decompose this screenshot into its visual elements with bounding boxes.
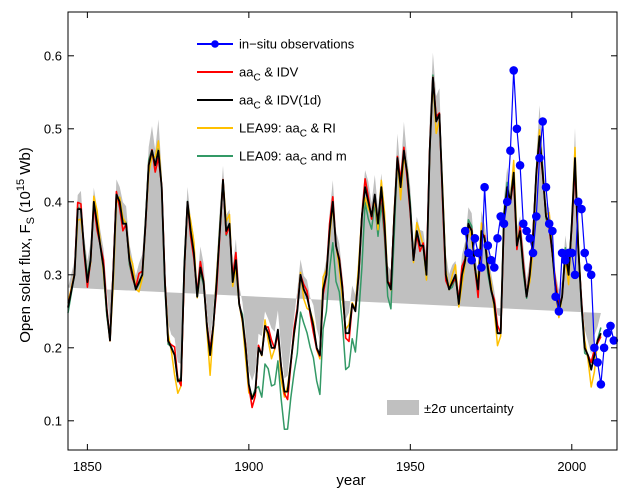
insitu-point <box>599 343 609 353</box>
insitu-point <box>525 234 535 243</box>
uncertainty-label: ±2σ uncertainty <box>424 401 514 416</box>
legend-label: LEA09: aaC and m <box>239 149 347 168</box>
insitu-point <box>502 197 512 207</box>
insitu-point <box>515 161 525 170</box>
y-tick-label: 0.5 <box>44 121 62 136</box>
insitu-point <box>496 212 506 221</box>
insitu-point <box>551 292 560 302</box>
insitu-point <box>573 197 583 207</box>
insitu-point <box>509 66 519 75</box>
insitu-point <box>499 219 509 228</box>
insitu-point <box>483 241 493 250</box>
insitu-point <box>567 248 577 258</box>
insitu-point <box>577 204 586 214</box>
insitu-point <box>522 226 531 236</box>
insitu-point <box>538 117 548 126</box>
uncertainty-legend: ±2σ uncertainty <box>387 400 514 416</box>
insitu-point <box>506 146 515 155</box>
insitu-point <box>477 263 486 272</box>
insitu-point <box>490 263 499 272</box>
legend-label: LEA99: aaC & RI <box>239 121 336 140</box>
insitu-point <box>554 307 564 316</box>
legend-item-idv: aaC & IDV <box>197 65 299 84</box>
y-axis: 0.1 0.2 0.3 0.4 0.5 0.6 <box>44 48 617 428</box>
y-tick-label: 0.6 <box>44 48 62 63</box>
uncertainty-swatch <box>387 400 419 415</box>
insitu-point <box>544 219 554 228</box>
x-tick-label: 1900 <box>234 459 263 474</box>
insitu-point <box>528 248 538 258</box>
insitu-point <box>464 248 473 258</box>
x-tick-label: 1850 <box>73 459 102 474</box>
insitu-point <box>473 248 483 258</box>
legend-label: aaC & IDV(1d) <box>239 93 321 112</box>
insitu-point <box>593 358 602 367</box>
insitu-point <box>460 226 470 236</box>
insitu-point <box>519 219 528 228</box>
insitu-point <box>609 336 619 345</box>
insitu-point <box>532 212 541 221</box>
insitu-point <box>586 270 596 280</box>
y-tick-label: 0.1 <box>44 413 62 428</box>
axes-frame <box>67 11 618 451</box>
insitu-point <box>541 182 551 192</box>
y-tick-label: 0.4 <box>44 194 62 209</box>
legend-item-idv1d: aaC & IDV(1d) <box>197 93 321 112</box>
insitu-point <box>580 248 590 258</box>
x-axis-label: year <box>336 472 365 489</box>
legend-marker <box>211 40 219 48</box>
insitu-point <box>512 124 522 134</box>
insitu-point <box>590 343 599 353</box>
legend-item-lea99: LEA99: aaC & RI <box>197 121 336 140</box>
legend-label: aaC & IDV <box>239 65 299 84</box>
idv1d-series-line <box>67 76 602 400</box>
insitu-point <box>470 234 480 243</box>
y-tick-label: 0.2 <box>44 340 62 355</box>
x-axis: 1850 1900 1950 2000 <box>73 12 586 474</box>
insitu-point <box>606 321 615 331</box>
insitu-point <box>467 255 477 265</box>
x-tick-label: 2000 <box>557 459 586 474</box>
insitu-point <box>548 226 557 236</box>
insitu-point <box>603 328 612 338</box>
legend-label: in−situ observations <box>239 37 355 52</box>
y-tick-label: 0.3 <box>44 267 62 282</box>
y-axis-label: Open solar flux, FS (1015 Wb) <box>15 147 37 343</box>
insitu-point <box>493 234 502 243</box>
legend-item-insitu: in−situ observations <box>197 37 355 52</box>
plot-area <box>67 11 619 451</box>
insitu-point <box>596 380 606 389</box>
insitu-point <box>535 153 544 163</box>
insitu-point <box>570 270 580 280</box>
legend: in−situ observations aaC & IDV aaC & IDV(1… <box>197 37 355 168</box>
insitu-point <box>486 255 496 265</box>
insitu-point <box>583 263 593 272</box>
legend-item-lea09: LEA09: aaC and m <box>197 149 347 168</box>
insitu-point <box>480 182 489 192</box>
insitu-point <box>561 255 570 265</box>
x-tick-label: 1950 <box>396 459 425 474</box>
